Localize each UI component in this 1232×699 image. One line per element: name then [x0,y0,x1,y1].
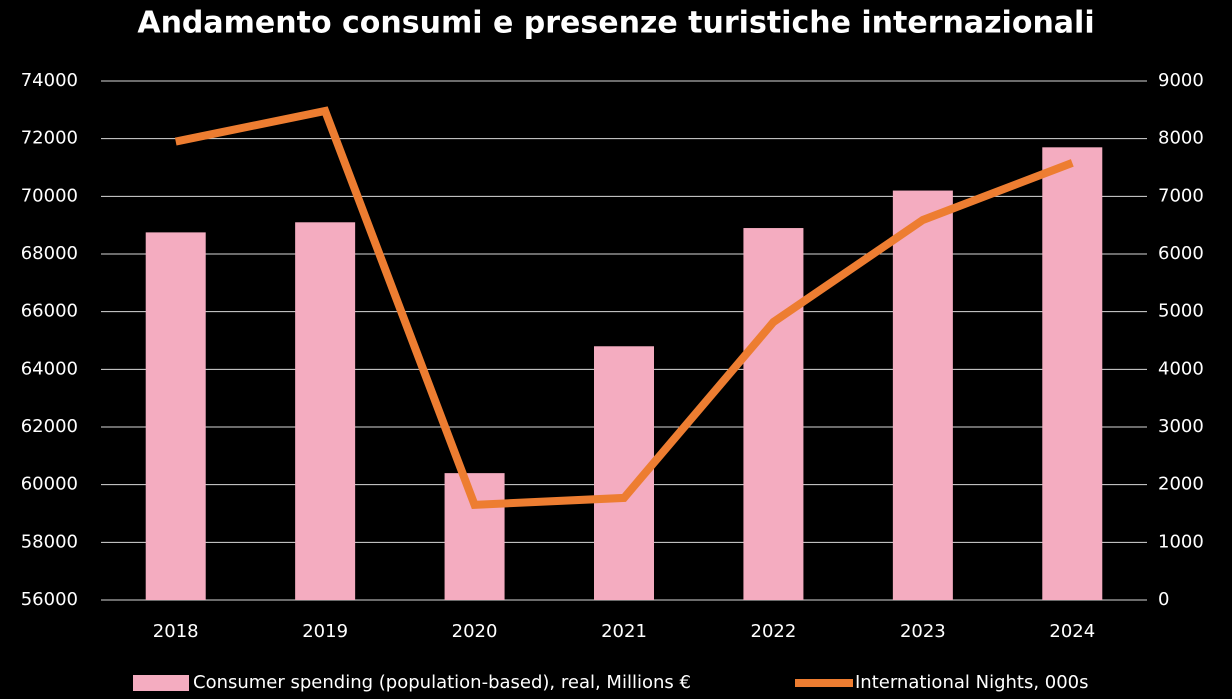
x-tick-label: 2021 [601,621,647,642]
legend-label: Consumer spending (population-based), re… [193,672,691,693]
y2-tick-label: 2000 [1158,474,1204,495]
bar [145,232,206,600]
x-tick-label: 2019 [302,621,348,642]
y-tick-label: 58000 [21,531,78,552]
y2-tick-label: 5000 [1158,301,1204,322]
y2-tick-label: 3000 [1158,416,1204,437]
y2-tick-label: 0 [1158,589,1169,610]
bar [892,190,953,601]
x-tick-label: 2022 [751,621,797,642]
y-tick-label: 64000 [21,358,78,379]
y-tick-label: 66000 [21,301,78,322]
y2-tick-label: 8000 [1158,128,1204,149]
y2-tick-label: 7000 [1158,185,1204,206]
x-tick-label: 2023 [900,621,946,642]
x-tick-label: 2020 [452,621,498,642]
y2-tick-label: 9000 [1158,70,1204,91]
y2-tick-label: 6000 [1158,243,1204,264]
legend-swatch [133,675,189,691]
chart-title: Andamento consumi e presenze turistiche … [137,6,1094,41]
bar [1042,147,1103,601]
bar [444,473,505,600]
y2-tick-label: 1000 [1158,531,1204,552]
legend-label: International Nights, 000s [855,672,1089,693]
y-tick-label: 74000 [21,70,78,91]
y-tick-label: 56000 [21,589,78,610]
y-tick-label: 62000 [21,416,78,437]
bar [295,222,356,601]
y-tick-label: 70000 [21,185,78,206]
x-tick-label: 2018 [153,621,199,642]
y2-tick-label: 4000 [1158,358,1204,379]
y-tick-label: 72000 [21,128,78,149]
line [174,106,1074,509]
x-tick-label: 2024 [1049,621,1095,642]
y-tick-label: 68000 [21,243,78,264]
bar [743,228,804,601]
y-tick-label: 60000 [21,474,78,495]
